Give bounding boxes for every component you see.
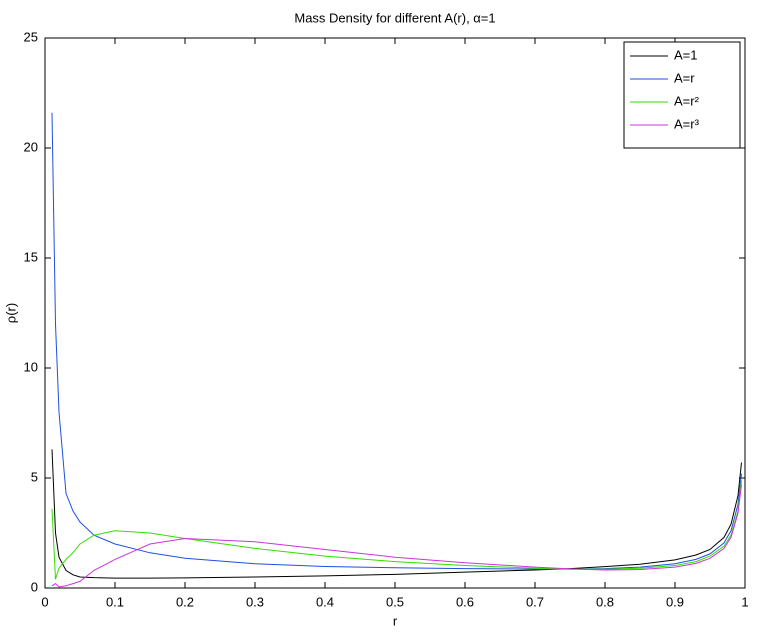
x-tick-label: 0.9 xyxy=(666,594,684,609)
y-tick-label: 10 xyxy=(24,359,38,374)
x-tick-label: 0.5 xyxy=(386,594,404,609)
x-tick-label: 0.8 xyxy=(596,594,614,609)
y-tick-label: 0 xyxy=(31,579,38,594)
x-tick-label: 0.2 xyxy=(176,594,194,609)
plot-frame xyxy=(44,37,746,589)
legend-label: A=r xyxy=(674,70,695,85)
x-tick-label: 0.6 xyxy=(456,594,474,609)
chart-title: Mass Density for different A(r), α=1 xyxy=(294,10,495,25)
legend-label: A=1 xyxy=(674,47,698,62)
y-tick-label: 20 xyxy=(24,139,38,154)
x-tick-label: 0.1 xyxy=(106,594,124,609)
legend-label: A=r² xyxy=(674,93,700,108)
legend-box xyxy=(623,41,741,149)
series-line xyxy=(51,112,742,570)
x-tick-label: 1 xyxy=(741,594,748,609)
y-tick-label: 15 xyxy=(24,249,38,264)
series-line xyxy=(51,449,742,579)
x-axis-label: r xyxy=(393,613,398,628)
y-tick-label: 5 xyxy=(31,469,38,484)
x-tick-label: 0 xyxy=(41,594,48,609)
y-axis-label: ρ(r) xyxy=(3,303,18,323)
legend-label: A=r³ xyxy=(674,116,700,131)
x-tick-label: 0.4 xyxy=(316,594,334,609)
x-tick-label: 0.7 xyxy=(526,594,544,609)
series-line xyxy=(51,480,742,580)
series-line xyxy=(51,484,742,588)
y-tick-label: 25 xyxy=(24,29,38,44)
x-tick-label: 0.3 xyxy=(246,594,264,609)
